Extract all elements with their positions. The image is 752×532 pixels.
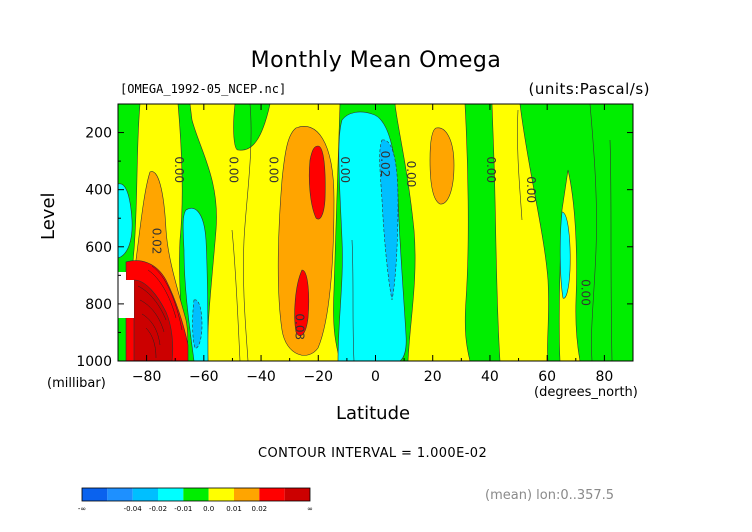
- x-axis-label: Latitude: [336, 403, 411, 424]
- colorbar-label: 0.01: [226, 505, 242, 513]
- x-tick-label: 80: [595, 369, 613, 385]
- x-tick-label: 20: [424, 369, 442, 385]
- contour-label: 0.00: [227, 156, 241, 183]
- contour-label: 0.02: [149, 228, 163, 255]
- colorbar-swatch: [284, 488, 310, 501]
- colorbar-label: 0.0: [203, 505, 214, 513]
- contour-label: 0.00: [338, 156, 352, 183]
- contour-label: 0.02: [378, 151, 392, 178]
- contour-label: 0.00: [267, 156, 281, 183]
- contour-label: 0.00: [579, 279, 593, 306]
- x-axis-unit: (degrees_north): [534, 385, 638, 400]
- colorbar-swatch: [132, 488, 158, 501]
- missing-data-below-ground: [118, 272, 134, 318]
- colorbar-label: -0.04: [124, 505, 143, 513]
- colorbar-swatch: [82, 488, 108, 501]
- dark-red-region-polar-south: [133, 279, 174, 361]
- x-tick-label: 40: [481, 369, 499, 385]
- dense-contour-lines: [137, 265, 183, 359]
- colorbar-swatch: [183, 488, 209, 501]
- red-region-subtropic-upper: [308, 145, 326, 220]
- colorbar-swatch: [259, 488, 285, 501]
- colorbar-frame: [81, 487, 311, 502]
- chart-title: Monthly Mean Omega: [250, 48, 502, 73]
- colorbar-swatch: [208, 488, 234, 501]
- contour-label: 0.00: [172, 156, 186, 183]
- x-axis-ticks: −80 −60 −40 −20 0 20 40 60 80: [117, 104, 634, 385]
- cyan-region-polar-south: [118, 183, 133, 259]
- y-axis-ticks: 200 400 600 800 1000: [76, 103, 633, 370]
- cyan-region-north: [559, 211, 571, 299]
- colorbar-label: -∞: [78, 505, 86, 513]
- x-tick-label: −80: [132, 369, 162, 385]
- contour-field: [118, 104, 633, 361]
- contour-label: 0.00: [484, 156, 498, 183]
- contour-label: 0.03: [292, 313, 306, 340]
- orange-region-north: [429, 127, 455, 205]
- blue-region-equatorial: [379, 139, 399, 301]
- y-tick-label: 400: [85, 183, 112, 199]
- y-tick-label: 200: [85, 126, 112, 142]
- colorbar-label: -0.02: [149, 505, 167, 513]
- x-tick-label: 60: [538, 369, 556, 385]
- zero-contour-lines: [231, 104, 613, 361]
- y-axis-unit: (millibar): [47, 376, 106, 391]
- colorbar-swatch: [234, 488, 260, 501]
- colorbar-swatch: [107, 488, 133, 501]
- colorbar: -∞ -0.04 -0.02 -0.01 0.0 0.01 0.02 ∞: [78, 487, 313, 513]
- contour-label: 0.00: [524, 176, 538, 203]
- colorbar-label: -0.01: [174, 505, 192, 513]
- dataset-filename: [OMEGA_1992-05_NCEP.nc]: [120, 82, 287, 96]
- yellow-band-far-north: [491, 104, 549, 361]
- x-tick-label: −20: [304, 369, 334, 385]
- x-tick-label: −60: [189, 369, 219, 385]
- blue-region-south: [192, 299, 203, 349]
- units-label: (units:Pascal/s): [528, 80, 650, 98]
- colorbar-label: ∞: [307, 505, 313, 513]
- red-region-subtropic-lower: [294, 269, 310, 336]
- y-tick-label: 1000: [76, 354, 112, 370]
- y-tick-label: 600: [85, 240, 112, 256]
- x-tick-label: −40: [246, 369, 276, 385]
- colorbar-swatch: [158, 488, 184, 501]
- y-tick-label: 800: [85, 297, 112, 313]
- mean-longitude-note: (mean) lon:0..357.5: [485, 488, 615, 503]
- x-tick-label: 0: [371, 369, 380, 385]
- contour-value-labels: 0.00 0.02 0.00 0.00 0.00 0.02 0.00 0.00 0.00 0.00…: [149, 151, 592, 340]
- contour-interval-note: CONTOUR INTERVAL = 1.000E-02: [258, 446, 488, 461]
- colorbar-label: 0.02: [252, 505, 268, 513]
- contour-label: 0.00: [404, 161, 418, 188]
